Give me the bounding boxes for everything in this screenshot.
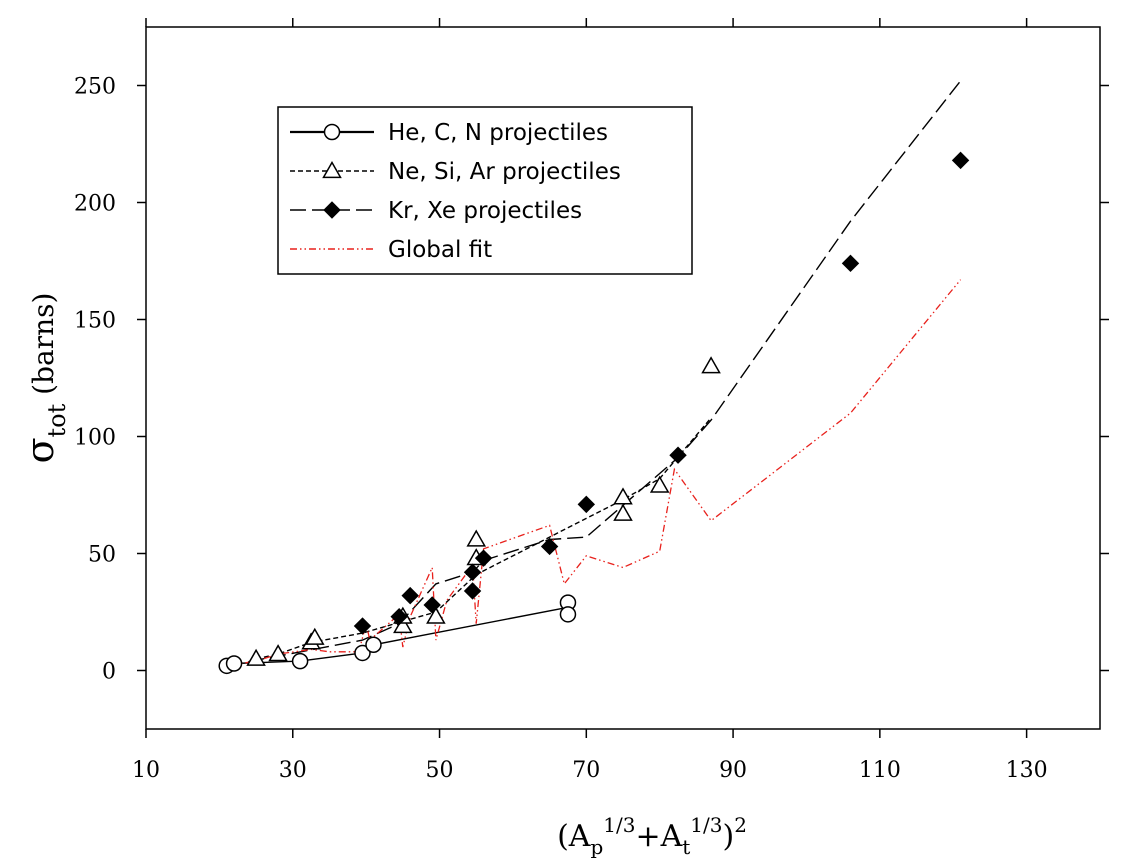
legend-marker-1 bbox=[322, 160, 342, 179]
x-tick-label: 90 bbox=[719, 758, 747, 783]
x-tick-label: 110 bbox=[859, 758, 901, 783]
x-tick-label: 130 bbox=[1006, 758, 1048, 783]
series-1-point bbox=[466, 529, 487, 547]
legend-marker-0 bbox=[323, 123, 341, 141]
series-2-point bbox=[401, 586, 419, 605]
plot-frame bbox=[145, 26, 1101, 730]
series-2-point bbox=[474, 549, 493, 567]
y-tick-label: 150 bbox=[74, 309, 116, 334]
series-1-point bbox=[246, 648, 266, 666]
series-1-point bbox=[613, 503, 633, 521]
series-1-point bbox=[268, 644, 288, 662]
series-2-point bbox=[577, 495, 596, 514]
series-0-point bbox=[225, 655, 243, 672]
series-2-point bbox=[463, 582, 482, 600]
series-1-point bbox=[613, 487, 633, 505]
series-1-point bbox=[393, 616, 413, 634]
legend-label-0: He, C, N projectiles bbox=[388, 120, 608, 146]
x-tick-label: 70 bbox=[572, 758, 600, 783]
x-tick-label: 30 bbox=[279, 758, 307, 783]
series-0-point bbox=[365, 636, 382, 654]
y-tick-label: 250 bbox=[74, 75, 116, 100]
y-tick-label: 0 bbox=[102, 660, 116, 685]
x-tick-label: 50 bbox=[426, 758, 454, 783]
x-tick-label: 10 bbox=[132, 758, 160, 783]
legend-label-1: Ne, Si, Ar projectiles bbox=[388, 159, 621, 185]
series-1-point bbox=[649, 475, 670, 493]
series-2-point bbox=[353, 617, 372, 635]
y-tick-label: 50 bbox=[88, 543, 116, 568]
legend-label-3: Global fit bbox=[388, 237, 492, 263]
x-axis-title: (Ap1/3+At1/3)2 bbox=[557, 813, 747, 859]
series-0-point bbox=[559, 606, 577, 623]
series-1-point bbox=[304, 627, 325, 645]
y-tick-label: 200 bbox=[74, 192, 116, 217]
series-markers bbox=[218, 151, 970, 675]
series-line-1 bbox=[255, 417, 712, 660]
series-2-point bbox=[423, 596, 441, 614]
legend-box bbox=[277, 106, 693, 275]
series-2-point bbox=[463, 563, 482, 581]
series-1-point bbox=[426, 606, 446, 624]
series-2-point bbox=[951, 151, 970, 170]
series-2-point bbox=[669, 446, 687, 464]
legend-marker-2 bbox=[323, 201, 341, 219]
series-2-point bbox=[841, 254, 860, 273]
series-1-point bbox=[701, 356, 721, 374]
series-2-point bbox=[540, 537, 559, 556]
series-0-point bbox=[291, 652, 309, 670]
legend-label-2: Kr, Xe projectiles bbox=[388, 198, 582, 224]
axis-tick-labels: 10 30 50 70 90 110 130 0 50 100 150 200 250 bbox=[74, 75, 1048, 784]
series-2-point bbox=[390, 607, 408, 626]
series-0-point bbox=[354, 644, 371, 662]
y-tick-label: 100 bbox=[74, 426, 116, 451]
y-axis-title: σtot (barns) bbox=[18, 293, 71, 464]
series-line-2 bbox=[226, 80, 962, 667]
series-line-3 bbox=[226, 279, 962, 667]
legend: He, C, N projectiles Ne, Si, Ar projectil… bbox=[277, 106, 693, 275]
axis-ticks bbox=[137, 18, 1109, 738]
